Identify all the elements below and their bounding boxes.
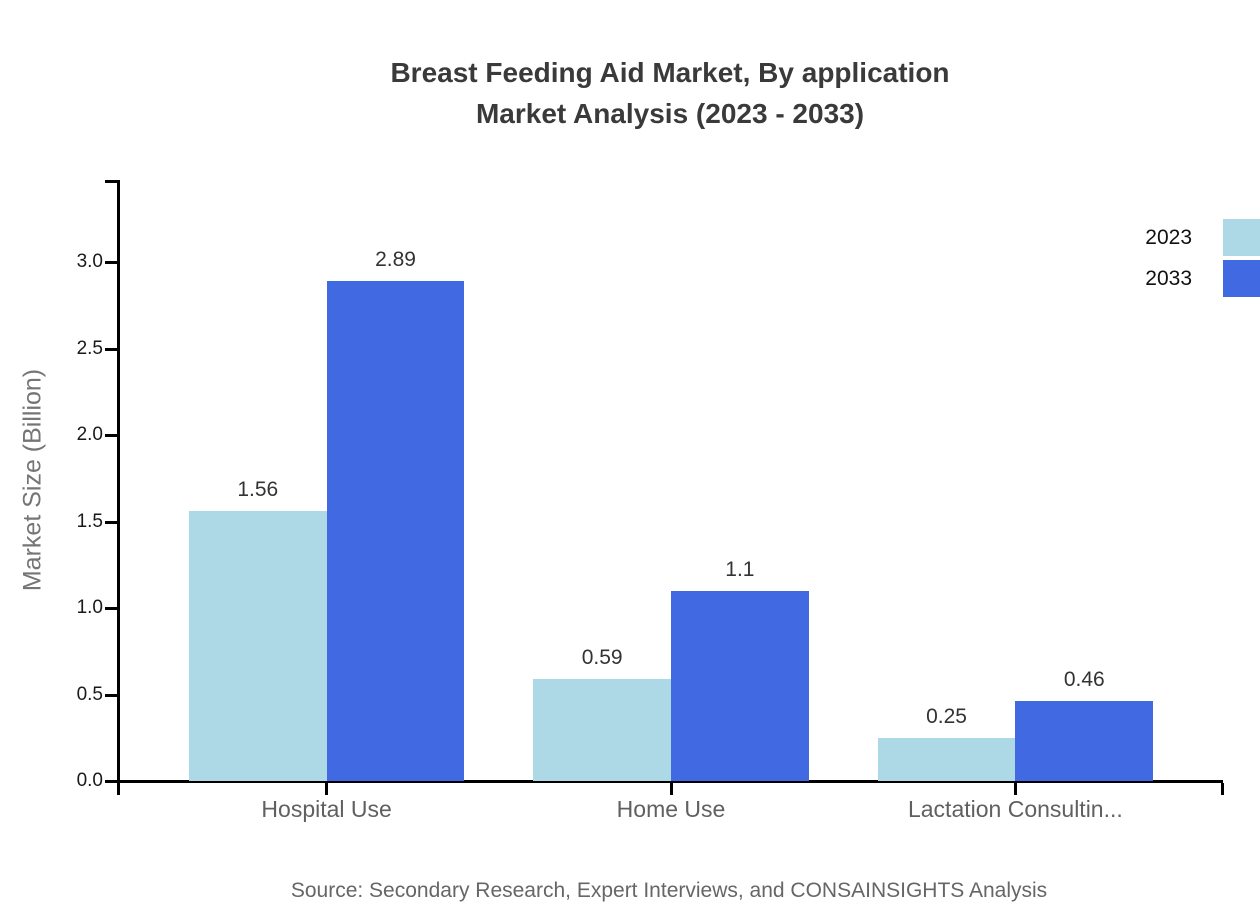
bar-label-2023-lactation-consultin: 0.25 <box>926 704 967 728</box>
source-note: Source: Secondary Research, Expert Inter… <box>290 879 1048 902</box>
y-tick-label-3.0: 3.0 <box>76 251 103 272</box>
y-tick-label-2.0: 2.0 <box>76 424 103 445</box>
category-label-hospital-use: Hospital Use <box>261 796 392 822</box>
bar-label-2033-home-use: 1.1 <box>725 557 755 581</box>
x-axis-left-tick <box>117 783 120 795</box>
legend-swatch-2033 <box>1223 260 1260 297</box>
y-axis-end-tick <box>105 180 117 183</box>
x-tick-home-use <box>669 783 673 795</box>
legend-label-2023: 2023 <box>1145 225 1192 249</box>
bar-2023-hospital-use <box>188 511 327 781</box>
bar-label-2023-hospital-use: 1.56 <box>237 478 279 502</box>
y-axis-line <box>117 180 120 784</box>
x-tick-lactation-consultin <box>1013 783 1017 795</box>
bar-2033-hospital-use <box>326 281 465 781</box>
legend-swatch-2023 <box>1223 219 1260 256</box>
chart-title-line1: Breast Feeding Aid Market, By applicatio… <box>390 57 950 88</box>
y-tick-3.0 <box>105 261 117 264</box>
y-tick-label-1.0: 1.0 <box>76 597 103 618</box>
y-tick-label-1.5: 1.5 <box>76 510 103 532</box>
bar-2033-lactation-consultin <box>1015 701 1154 781</box>
bar-2023-home-use <box>533 678 671 781</box>
x-axis-right-tick <box>1221 783 1224 795</box>
y-axis-title: Market Size (Billion) <box>18 368 47 592</box>
bar-label-2033-hospital-use: 2.89 <box>375 248 416 272</box>
category-label-lactation-consultin: Lactation Consultin... <box>907 796 1123 822</box>
y-tick-2.0 <box>105 434 117 437</box>
x-axis-line <box>117 780 1223 783</box>
bar-2033-home-use <box>671 590 809 781</box>
y-tick-1.5 <box>105 520 117 524</box>
chart-title: Breast Feeding Aid Market, By applicatio… <box>70 52 1260 134</box>
y-tick-0.0 <box>105 780 117 783</box>
y-tick-label-2.5: 2.5 <box>76 337 103 359</box>
y-tick-0.5 <box>105 693 117 697</box>
y-tick-label-0.5: 0.5 <box>76 683 103 705</box>
bar-2023-lactation-consultin <box>877 737 1016 781</box>
legend-label-2033: 2033 <box>1145 266 1192 290</box>
y-tick-2.5 <box>105 347 117 351</box>
x-tick-hospital-use <box>325 783 329 795</box>
bar-label-2023-home-use: 0.59 <box>581 645 623 669</box>
chart-title-line2: Market Analysis (2023 - 2033) <box>475 98 865 129</box>
bar-label-2033-lactation-consultin: 0.46 <box>1063 668 1105 692</box>
y-tick-1.0 <box>105 607 117 610</box>
y-tick-label-0.0: 0.0 <box>76 770 103 791</box>
category-label-home-use: Home Use <box>616 796 726 822</box>
